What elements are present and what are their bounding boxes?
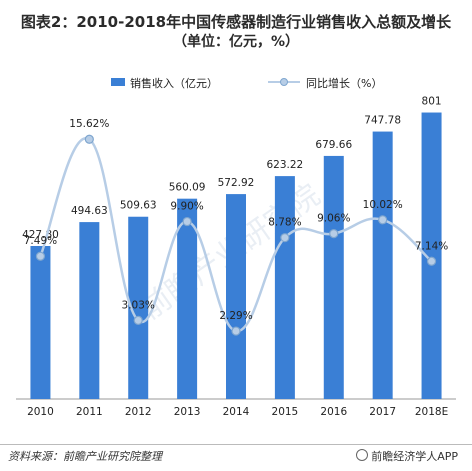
growth-point bbox=[378, 215, 388, 225]
growth-value-label: 7.14% bbox=[415, 240, 448, 252]
footer-divider bbox=[0, 444, 472, 445]
bar-value-label: 623.22 bbox=[267, 159, 304, 171]
bar-value-label: 560.09 bbox=[169, 182, 206, 194]
bar-value-label: 427.80 bbox=[22, 229, 59, 241]
x-tick-label: 2018E bbox=[415, 406, 448, 418]
brand-text: 前瞻经济学人APP bbox=[371, 450, 458, 463]
bar-value-label: 494.63 bbox=[71, 205, 108, 217]
footer: 资料来源：前瞻产业研究院整理 前瞻经济学人APP bbox=[0, 444, 472, 471]
x-tick-label: 2013 bbox=[174, 406, 201, 418]
legend-line-marker bbox=[280, 78, 288, 86]
source-note: 资料来源：前瞻产业研究院整理 bbox=[8, 450, 162, 463]
growth-value-label: 2.29% bbox=[219, 310, 252, 322]
x-tick-label: 2015 bbox=[272, 406, 299, 418]
x-tick-label: 2014 bbox=[223, 406, 250, 418]
brand-label: 前瞻经济学人APP bbox=[356, 448, 458, 464]
x-tick-label: 2011 bbox=[76, 406, 103, 418]
growth-value-label: 10.02% bbox=[363, 199, 403, 211]
bar bbox=[274, 176, 295, 399]
growth-point bbox=[133, 315, 143, 326]
chart-title: 图表2：2010-2018年中国传感器制造行业销售收入总额及增长 bbox=[20, 13, 452, 31]
bar bbox=[323, 155, 344, 399]
growth-point bbox=[84, 134, 94, 144]
bar-value-label: 801 bbox=[422, 96, 442, 108]
legend-line-label: 同比增长（%） bbox=[306, 76, 382, 90]
growth-point bbox=[329, 229, 339, 239]
growth-value-label: 8.78% bbox=[268, 217, 301, 229]
bar-value-label: 679.66 bbox=[315, 139, 352, 151]
growth-point bbox=[280, 233, 290, 243]
bar-value-label: 747.78 bbox=[364, 115, 401, 127]
bar bbox=[128, 216, 149, 399]
legend-bar-swatch bbox=[111, 78, 125, 86]
chart-subtitle: （单位：亿元，%） bbox=[172, 34, 300, 50]
growth-value-label: 9.06% bbox=[317, 213, 350, 225]
growth-point bbox=[182, 216, 192, 227]
bar bbox=[79, 222, 100, 399]
legend-bar-label: 销售收入（亿元） bbox=[130, 76, 218, 90]
brand-icon bbox=[356, 449, 369, 461]
bar-value-label: 572.92 bbox=[218, 177, 255, 189]
growth-value-label: 3.03% bbox=[122, 299, 155, 311]
title-block: 图表2：2010-2018年中国传感器制造行业销售收入总额及增长 （单位：亿元，… bbox=[0, 0, 472, 52]
bar-value-label: 509.63 bbox=[120, 200, 157, 212]
x-tick-label: 2012 bbox=[125, 406, 152, 418]
bar bbox=[372, 131, 393, 399]
growth-value-label: 15.62% bbox=[69, 118, 109, 130]
x-tick-label: 2010 bbox=[27, 406, 54, 418]
bar bbox=[421, 112, 442, 399]
bar bbox=[30, 245, 51, 399]
x-tick-label: 2017 bbox=[369, 406, 396, 418]
bar bbox=[226, 194, 246, 399]
growth-point bbox=[35, 251, 46, 261]
growth-point bbox=[426, 256, 437, 266]
growth-point bbox=[231, 326, 241, 336]
bar bbox=[177, 198, 198, 399]
growth-line bbox=[39, 137, 433, 333]
growth-value-label: 7.49% bbox=[24, 235, 57, 247]
growth-value-label: 9.90% bbox=[170, 201, 203, 213]
x-tick-label: 2016 bbox=[320, 406, 347, 418]
chart-canvas: 前瞻产业研究院销售收入（亿元）同比增长（%）427.802010494.6320… bbox=[16, 76, 456, 418]
